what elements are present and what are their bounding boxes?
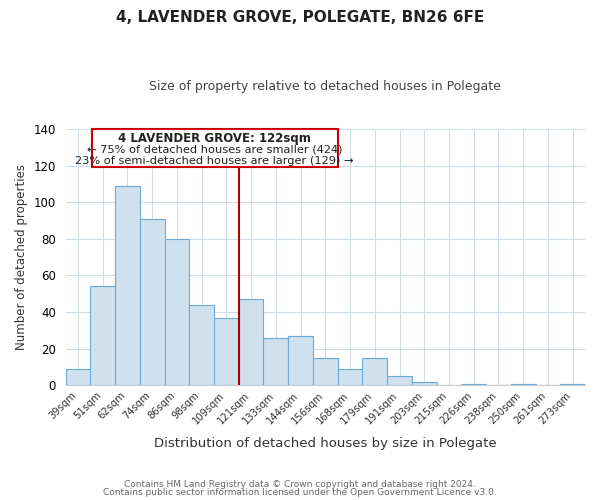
Text: ← 75% of detached houses are smaller (424): ← 75% of detached houses are smaller (42…	[87, 144, 343, 154]
FancyBboxPatch shape	[92, 129, 338, 168]
Bar	[65, 369, 91, 386]
Bar	[313, 358, 338, 386]
Bar	[190, 305, 214, 386]
Bar	[288, 336, 313, 386]
Text: 23% of semi-detached houses are larger (129) →: 23% of semi-detached houses are larger (…	[76, 156, 354, 166]
Bar	[362, 358, 387, 386]
Bar	[263, 338, 288, 386]
Bar	[511, 384, 536, 386]
Text: 4 LAVENDER GROVE: 122sqm: 4 LAVENDER GROVE: 122sqm	[118, 132, 311, 144]
Text: 4, LAVENDER GROVE, POLEGATE, BN26 6FE: 4, LAVENDER GROVE, POLEGATE, BN26 6FE	[116, 10, 484, 25]
Bar	[461, 384, 486, 386]
Bar	[239, 300, 263, 386]
Bar	[560, 384, 585, 386]
Title: Size of property relative to detached houses in Polegate: Size of property relative to detached ho…	[149, 80, 501, 93]
Text: Contains HM Land Registry data © Crown copyright and database right 2024.: Contains HM Land Registry data © Crown c…	[124, 480, 476, 489]
Y-axis label: Number of detached properties: Number of detached properties	[15, 164, 28, 350]
Text: Contains public sector information licensed under the Open Government Licence v3: Contains public sector information licen…	[103, 488, 497, 497]
Bar	[91, 286, 115, 386]
Bar	[115, 186, 140, 386]
X-axis label: Distribution of detached houses by size in Polegate: Distribution of detached houses by size …	[154, 437, 497, 450]
Bar	[338, 369, 362, 386]
Bar	[214, 318, 239, 386]
Bar	[164, 239, 190, 386]
Bar	[387, 376, 412, 386]
Bar	[412, 382, 437, 386]
Bar	[140, 218, 164, 386]
